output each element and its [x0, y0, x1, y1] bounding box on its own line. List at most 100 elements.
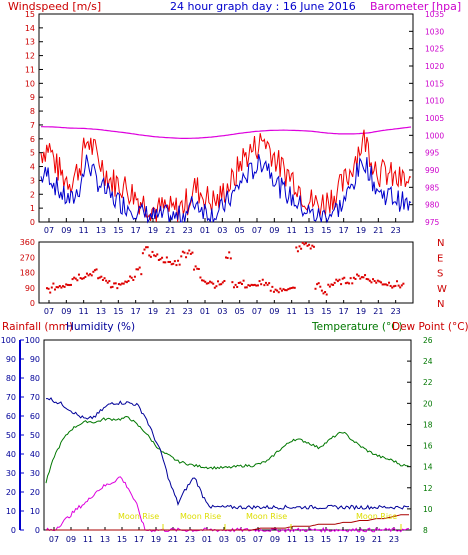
wind-ytick-label: 12 — [25, 52, 35, 61]
direction-point — [343, 276, 346, 279]
direction-point — [370, 281, 373, 284]
direction-point — [122, 282, 125, 285]
humidity-ytick-label: 10 — [30, 507, 40, 516]
direction-point — [368, 279, 371, 282]
direction-point — [295, 246, 298, 249]
direction-point — [258, 280, 261, 283]
direction-point — [384, 283, 387, 286]
direction-point — [188, 249, 191, 252]
direction-ytick-label: 360 — [20, 238, 35, 247]
direction-xtick-label: 13 — [304, 307, 314, 316]
direction-point — [178, 263, 181, 266]
baro-ytick-label: 1025 — [425, 45, 444, 54]
baro-ytick-label: 985 — [425, 183, 440, 192]
direction-xtick-label: 09 — [61, 307, 71, 316]
windspeed-label: Windspeed [m/s] — [8, 0, 101, 13]
direction-xtick-label: 19 — [148, 307, 158, 316]
direction-point — [202, 279, 205, 282]
wind-xtick-label: 13 — [304, 226, 314, 235]
direction-point — [319, 285, 322, 288]
direction-point — [186, 252, 189, 255]
direction-point — [164, 261, 167, 264]
direction-point — [162, 261, 165, 264]
direction-point — [183, 251, 186, 254]
direction-point — [109, 286, 112, 289]
direction-point — [172, 262, 175, 265]
direction-point — [74, 277, 77, 280]
direction-point — [245, 286, 248, 289]
direction-point — [212, 282, 215, 285]
direction-point — [218, 283, 221, 286]
wind-ytick-label: 15 — [25, 10, 35, 19]
temp-xtick-label: 19 — [355, 535, 365, 544]
wind-ytick-label: 13 — [25, 38, 35, 47]
direction-point — [177, 259, 180, 262]
temp-xtick-label: 05 — [236, 535, 246, 544]
direction-point — [328, 285, 331, 288]
direction-point — [247, 284, 250, 287]
direction-point — [93, 269, 96, 272]
direction-point — [226, 256, 229, 259]
direction-point — [194, 265, 197, 268]
temp-ytick-label: 20 — [423, 399, 433, 408]
moon-rise-label: Moon Rise — [180, 512, 221, 521]
direction-point — [287, 288, 290, 291]
direction-point — [111, 285, 114, 288]
direction-point — [221, 281, 224, 284]
direction-point — [248, 284, 251, 287]
wind-xtick-label: 17 — [131, 226, 141, 235]
direction-point — [232, 286, 235, 289]
direction-point — [65, 283, 68, 286]
direction-point — [228, 251, 231, 254]
direction-point — [253, 283, 256, 286]
chart-title: 24 hour graph day : 16 June 2016 — [170, 0, 356, 13]
direction-point — [364, 274, 367, 277]
baro-ytick-label: 995 — [425, 149, 440, 158]
direction-point — [240, 282, 243, 285]
humidity-ytick-label: 60 — [30, 412, 40, 421]
direction-point — [77, 273, 80, 276]
temp-ytick-label: 8 — [423, 526, 428, 535]
direction-point — [236, 285, 239, 288]
direction-point — [242, 279, 245, 282]
direction-point — [264, 281, 267, 284]
rain-ytick-label: 80 — [6, 374, 16, 383]
direction-point — [333, 281, 336, 284]
temp-ytick-label: 12 — [423, 484, 433, 493]
direction-point — [106, 281, 109, 284]
direction-point — [181, 250, 184, 253]
direction-point — [312, 245, 315, 248]
direction-point — [223, 279, 226, 282]
direction-point — [396, 280, 399, 283]
direction-point — [349, 277, 352, 280]
direction-point — [127, 279, 130, 282]
temp-xtick-label: 03 — [219, 535, 229, 544]
wind-xtick-label: 13 — [96, 226, 106, 235]
direction-xtick-label: 03 — [217, 307, 227, 316]
direction-point — [356, 273, 359, 276]
direction-ytick-label: 90 — [25, 284, 35, 293]
temp-xtick-label: 13 — [100, 535, 110, 544]
direction-point — [269, 289, 272, 292]
direction-point — [383, 283, 386, 286]
temp-xtick-label: 11 — [83, 535, 93, 544]
direction-point — [400, 284, 403, 287]
direction-point — [133, 275, 136, 278]
temp-xtick-label: 01 — [202, 535, 212, 544]
direction-point — [46, 287, 48, 290]
direction-point — [57, 286, 60, 289]
direction-point — [191, 251, 194, 254]
direction-xtick-label: 15 — [113, 307, 123, 316]
direction-point — [380, 281, 383, 284]
direction-point — [180, 255, 183, 258]
direction-point — [376, 279, 379, 282]
direction-point — [189, 252, 192, 255]
wind-ytick-label: 2 — [30, 190, 35, 199]
direction-xtick-label: 11 — [79, 307, 89, 316]
direction-point — [394, 284, 397, 287]
humidity-ytick-label: 70 — [30, 393, 40, 402]
baro-ytick-label: 975 — [425, 218, 440, 227]
humidity-ytick-label: 80 — [30, 374, 40, 383]
wind-xtick-label: 23 — [391, 226, 401, 235]
